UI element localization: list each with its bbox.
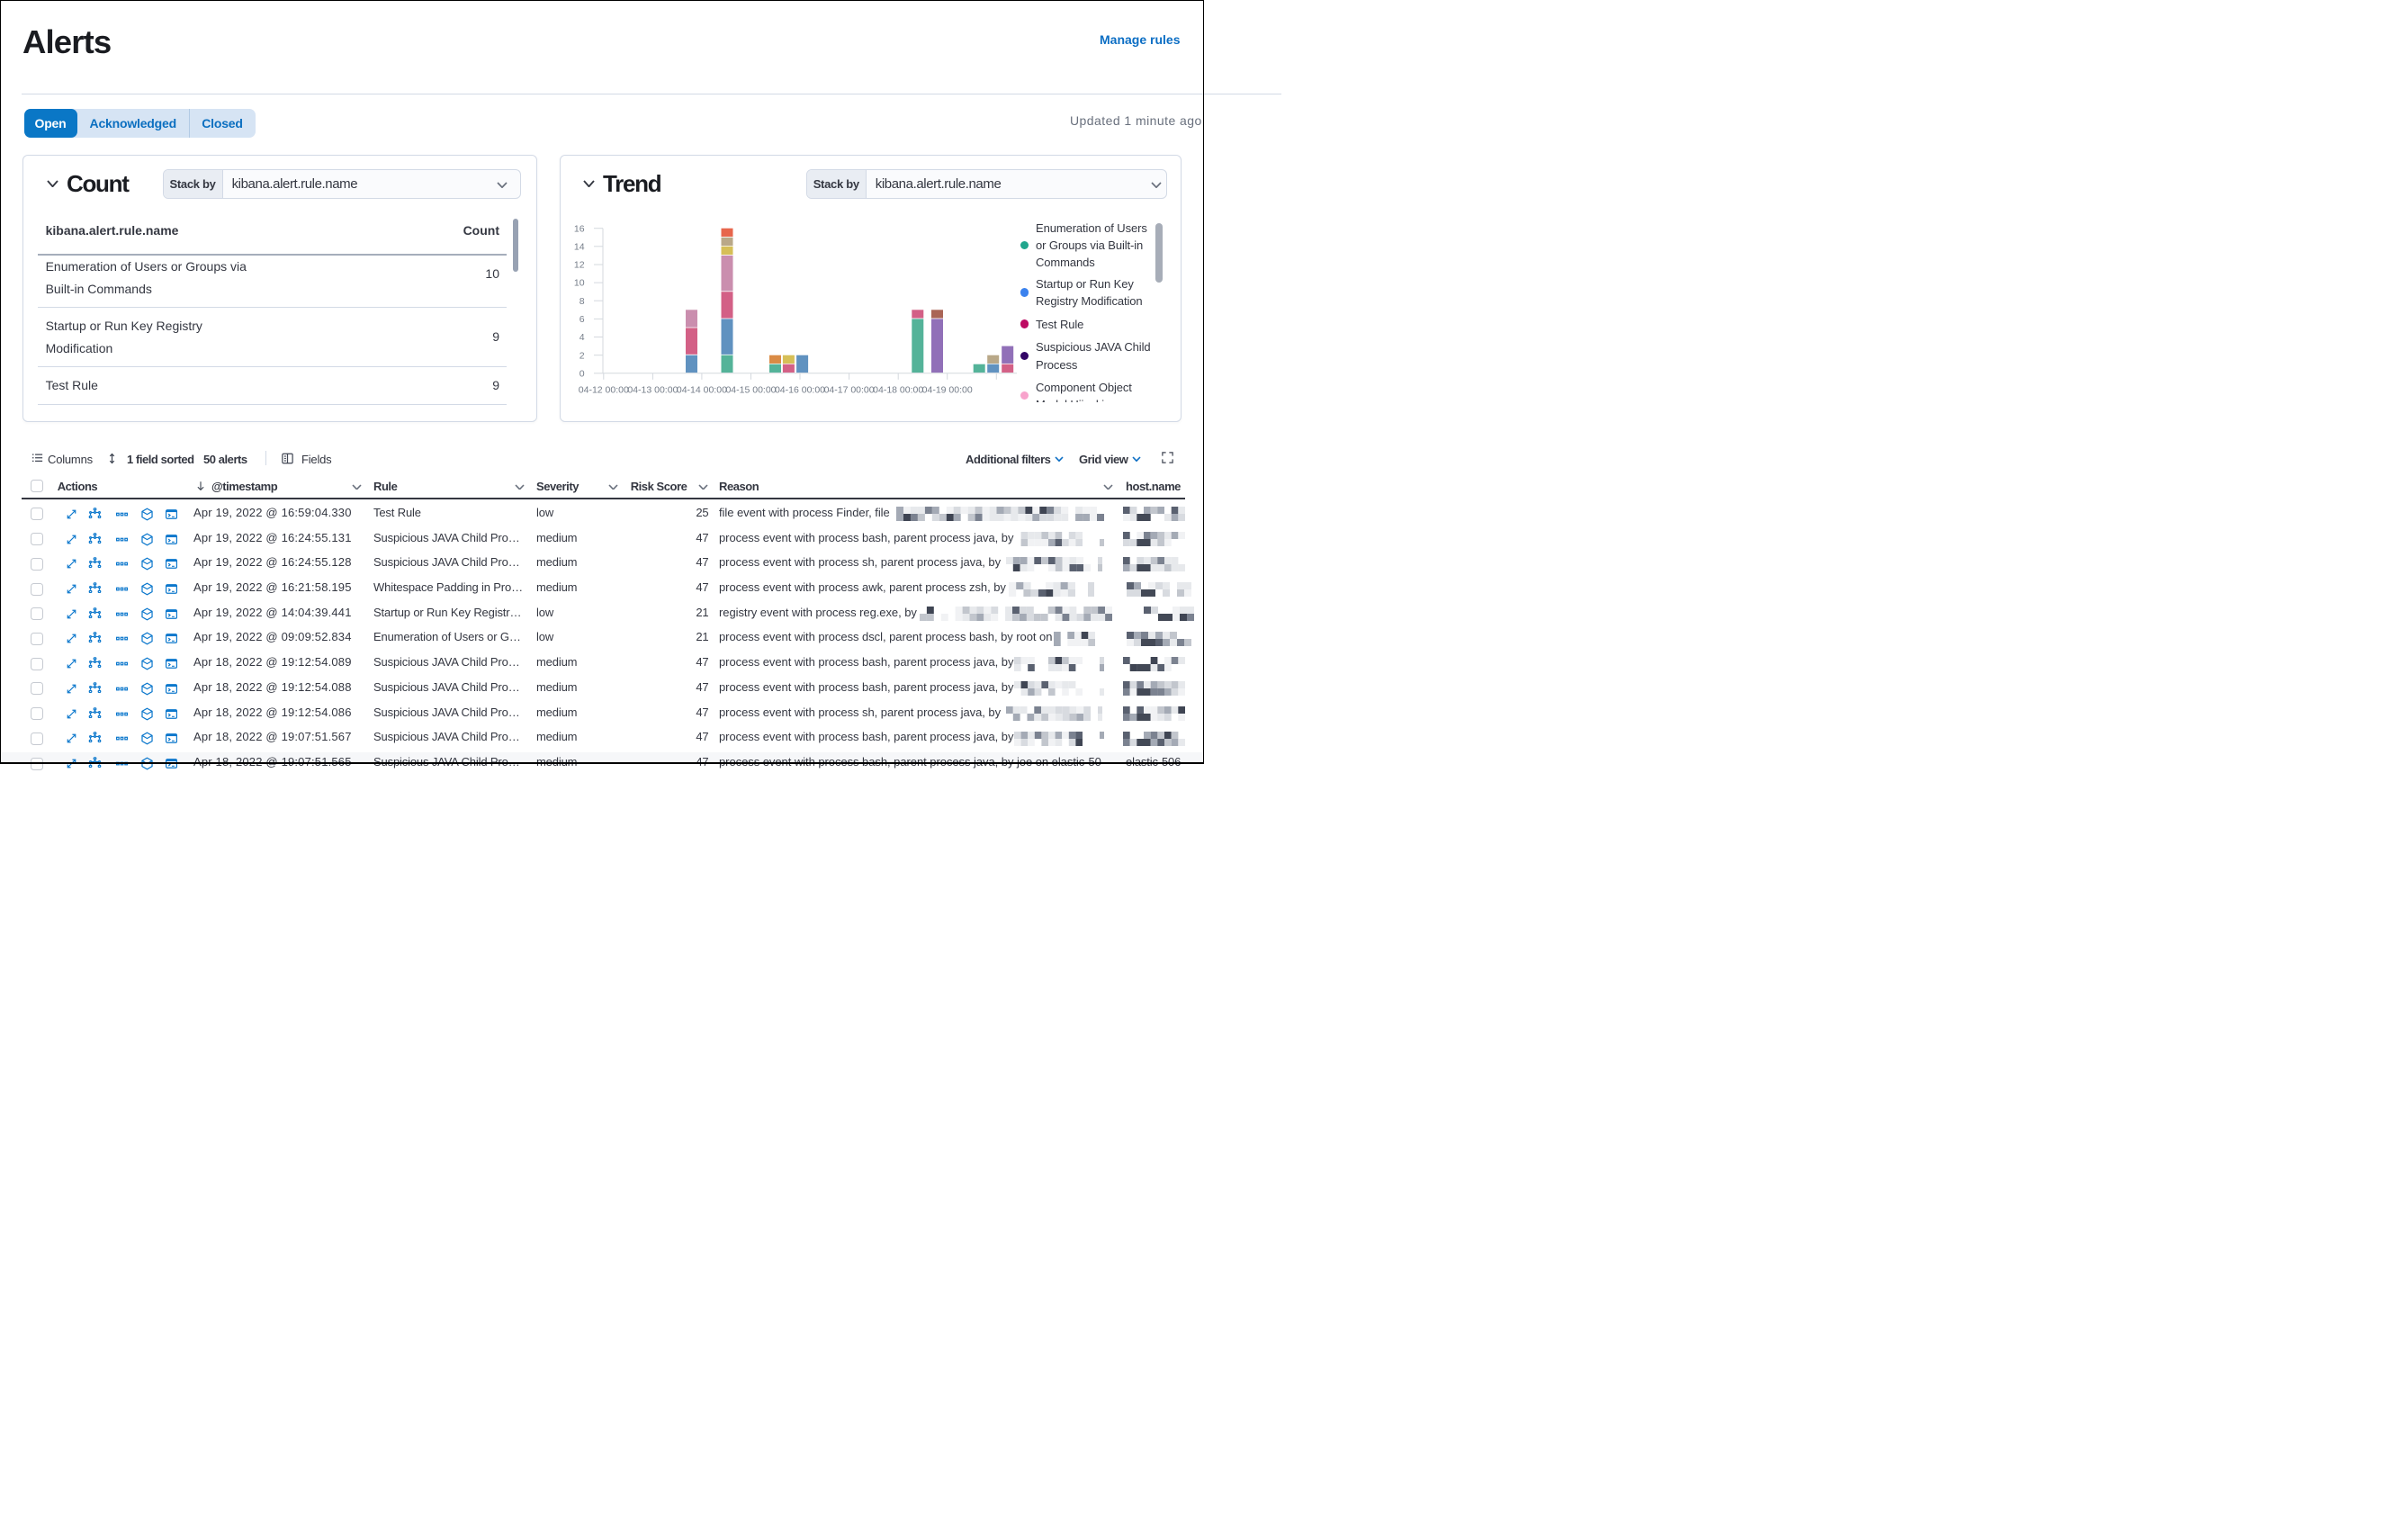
svg-text:04-15 00:00: 04-15 00:00 bbox=[725, 385, 776, 396]
svg-text:14: 14 bbox=[574, 241, 585, 252]
svg-text:04-14 00:00: 04-14 00:00 bbox=[677, 385, 727, 396]
svg-text:12: 12 bbox=[574, 260, 585, 271]
svg-text:04-16 00:00: 04-16 00:00 bbox=[775, 385, 825, 396]
svg-text:10: 10 bbox=[574, 278, 585, 289]
svg-text:4: 4 bbox=[580, 332, 585, 343]
svg-text:04-17 00:00: 04-17 00:00 bbox=[824, 385, 875, 396]
svg-text:0: 0 bbox=[580, 368, 585, 379]
svg-text:16: 16 bbox=[574, 223, 585, 234]
svg-text:04-13 00:00: 04-13 00:00 bbox=[627, 385, 678, 396]
svg-text:6: 6 bbox=[580, 314, 585, 325]
svg-text:04-19 00:00: 04-19 00:00 bbox=[922, 385, 973, 396]
svg-text:2: 2 bbox=[580, 350, 585, 361]
svg-text:04-12 00:00: 04-12 00:00 bbox=[579, 385, 629, 396]
svg-text:8: 8 bbox=[580, 296, 585, 307]
svg-text:04-18 00:00: 04-18 00:00 bbox=[873, 385, 923, 396]
